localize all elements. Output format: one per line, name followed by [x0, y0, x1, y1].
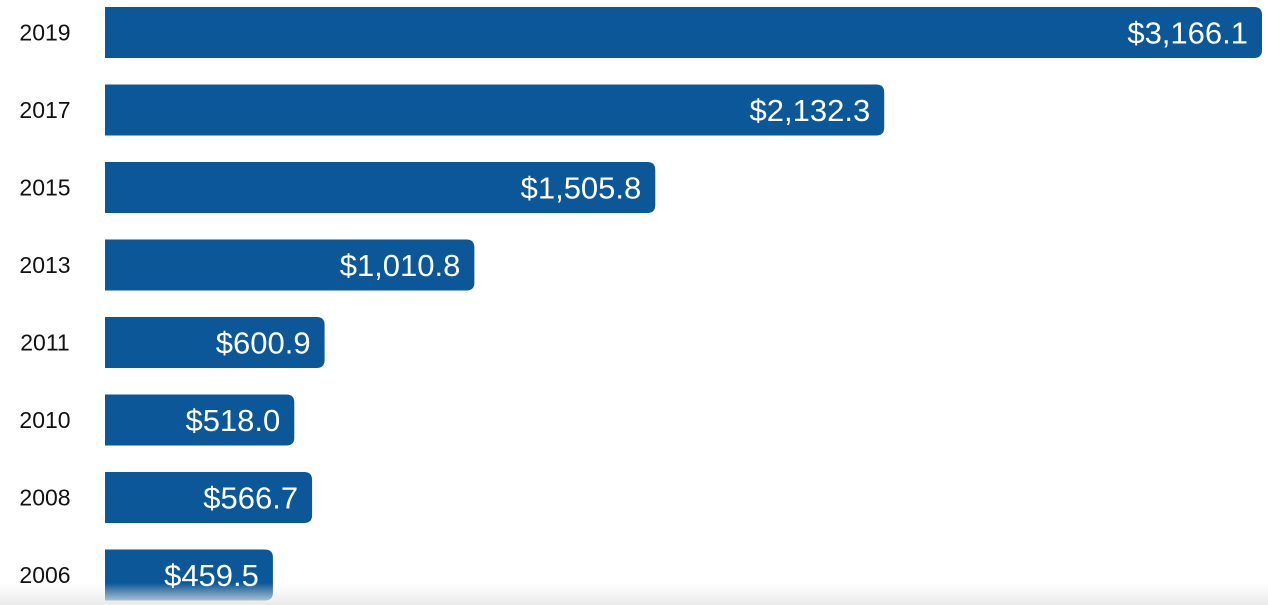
category-label-2013: 2013 — [19, 252, 70, 278]
bar-2008 — [105, 472, 313, 523]
category-label-2006: 2006 — [19, 562, 70, 588]
bar-group-2011: $600.9 2011 — [20, 317, 325, 368]
value-label-2010: $518.0 — [185, 403, 280, 438]
category-label-2011: 2011 — [20, 330, 69, 356]
value-label-2019: $3,166.1 — [1127, 16, 1248, 51]
value-label-2013: $1,010.8 — [340, 248, 461, 283]
value-label-2015: $1,505.8 — [521, 171, 642, 206]
bar-2011 — [105, 317, 325, 368]
bar-group-2015: $1,505.8 2015 — [19, 162, 656, 213]
category-label-2019: 2019 — [19, 20, 70, 46]
category-label-2008: 2008 — [19, 485, 70, 511]
bar-2010 — [105, 394, 295, 446]
bar-group-2013: $1,010.8 2013 — [19, 239, 475, 291]
bar-group-2006: $459.5 2006 — [19, 549, 273, 601]
bar-group-2017: $2,132.3 2017 — [19, 84, 885, 136]
category-label-2015: 2015 — [19, 175, 70, 201]
bar-2013 — [105, 239, 475, 291]
bar-2015 — [105, 162, 656, 213]
value-label-2006: $459.5 — [164, 558, 259, 593]
bar-group-2010: $518.0 2010 — [19, 394, 295, 446]
value-label-2017: $2,132.3 — [750, 93, 871, 128]
value-label-2011: $600.9 — [216, 326, 311, 361]
value-label-2008: $566.7 — [203, 481, 298, 516]
bar-2019 — [105, 7, 1262, 58]
category-label-2010: 2010 — [19, 407, 70, 433]
bar-2017 — [105, 84, 885, 136]
category-label-2017: 2017 — [19, 97, 70, 123]
bar-group-2008: $566.7 2008 — [19, 472, 313, 523]
bar-group-2019: $3,166.1 2019 — [19, 7, 1262, 58]
